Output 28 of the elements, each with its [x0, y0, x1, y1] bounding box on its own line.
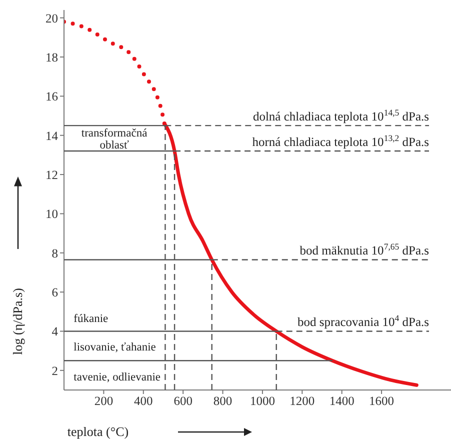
- ref-line-label: bod spracovania 10$^{4}$ dPa.s: [298, 313, 430, 330]
- annotation: tavenie, odlievanie: [74, 371, 161, 384]
- y-tick-label: 2: [52, 364, 58, 378]
- x-tick-label: 1000: [250, 394, 275, 408]
- annotation: fúkanie: [74, 312, 108, 325]
- y-tick-label: 14: [46, 128, 59, 143]
- y-tick-label: 20: [46, 11, 58, 26]
- x-tick-label: 400: [134, 394, 153, 408]
- x-tick-label: 600: [174, 394, 192, 408]
- y-tick-label: 8: [52, 246, 58, 260]
- y-tick-label: 10: [46, 207, 58, 222]
- y-axis-title: log (η/dPa.s): [10, 288, 25, 355]
- y-tick-label: 16: [46, 90, 58, 104]
- x-tick-label: 1200: [290, 394, 315, 408]
- x-tick-label: 1600: [369, 394, 394, 408]
- ref-line-label: dolná chladiaca teplota 10$^{14,5}$ dPa.s: [252, 108, 430, 124]
- y-tick-label: 18: [46, 50, 58, 64]
- y-tick-label: 12: [46, 168, 58, 182]
- annotation: transformačná oblasť: [81, 127, 148, 152]
- ref-line-label: horná chladiaca teplota 10$^{13,2}$ dPa.s: [252, 133, 430, 150]
- y-tick-label: 6: [52, 286, 58, 300]
- annotation: lisovanie, ťahanie: [74, 341, 156, 354]
- x-tick-label: 800: [213, 394, 232, 408]
- x-axis-title: teplota (°C): [67, 424, 129, 439]
- y-tick-label: 4: [52, 324, 59, 339]
- x-tick-label: 200: [94, 394, 114, 408]
- ref-line-label: bod mäknutia 10$^{7,65}$ dPa.s: [300, 242, 430, 258]
- x-tick-label: 1400: [329, 394, 354, 408]
